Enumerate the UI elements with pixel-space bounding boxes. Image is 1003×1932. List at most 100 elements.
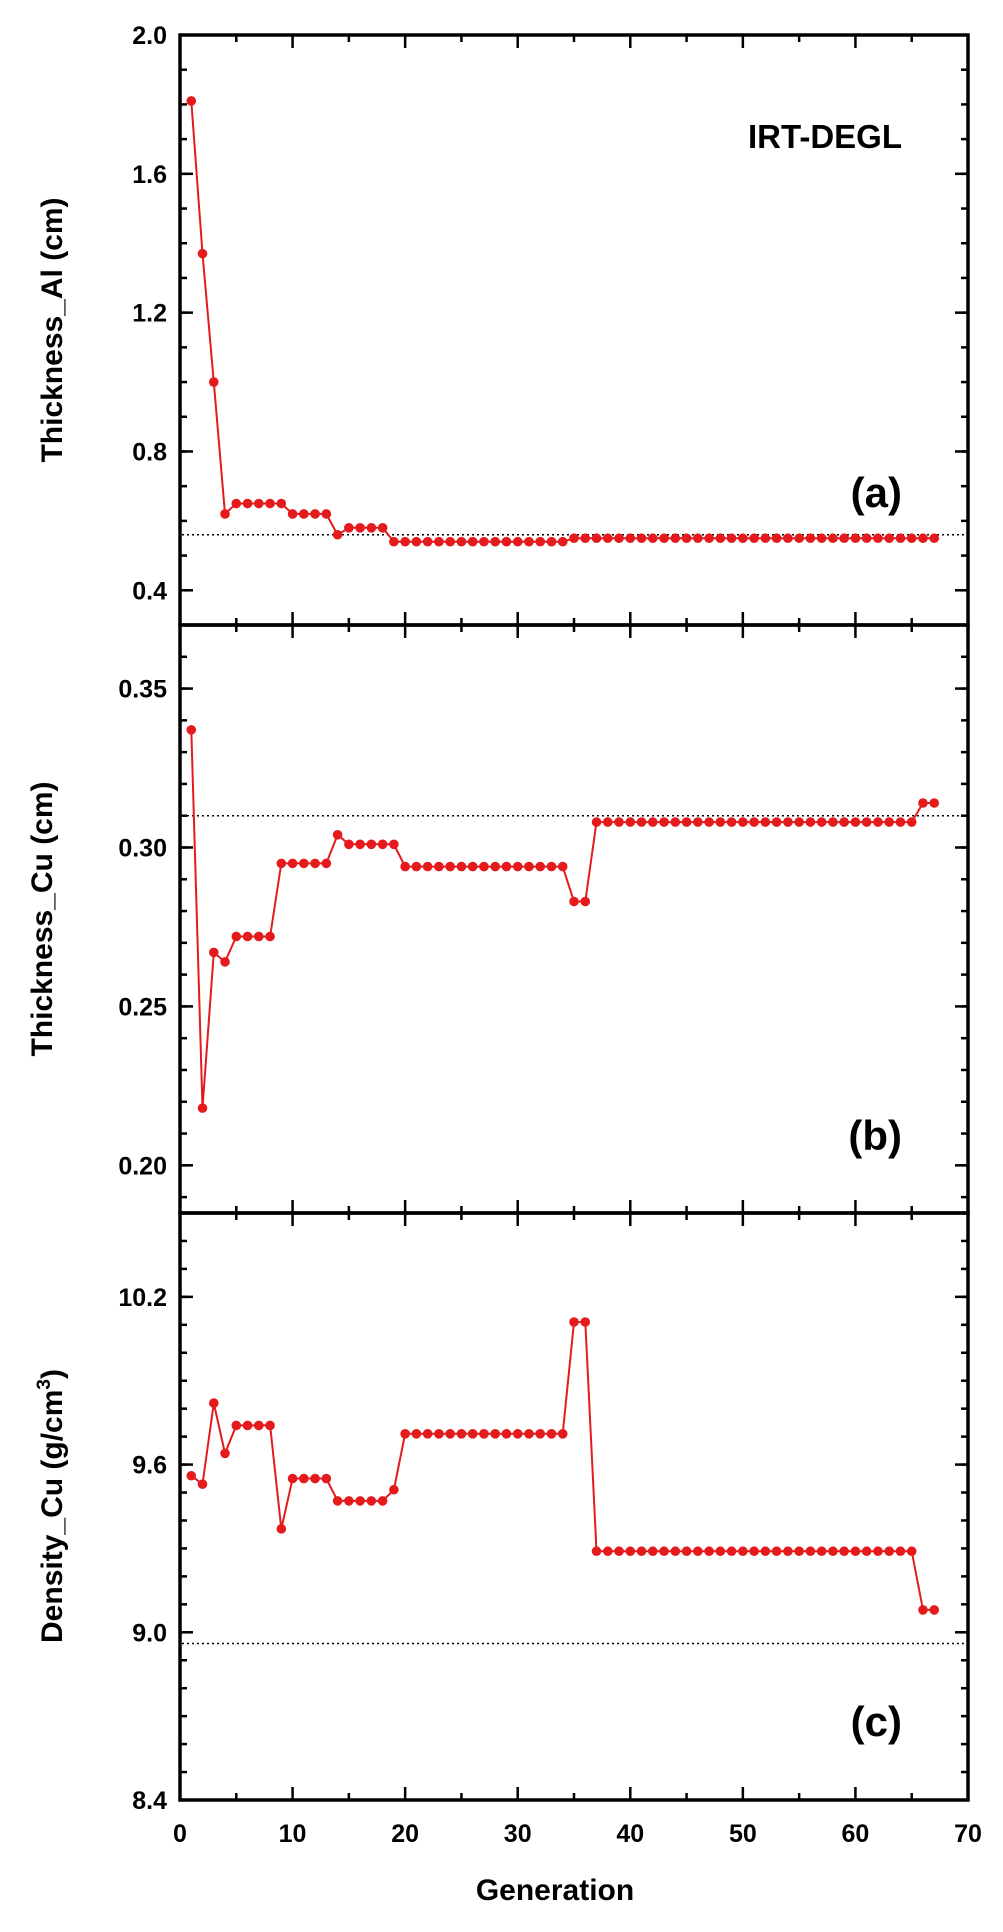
panel-a-markers [186, 96, 940, 547]
data-point [828, 817, 838, 827]
data-point [693, 817, 703, 827]
data-point [299, 1473, 309, 1484]
data-point [625, 1546, 636, 1557]
data-point [242, 498, 253, 509]
data-point [602, 533, 613, 544]
data-point [366, 839, 377, 850]
data-point [276, 498, 287, 509]
data-point [287, 858, 298, 869]
y-tick-label: 0.35 [118, 676, 167, 704]
data-point [569, 896, 579, 907]
data-point [771, 1546, 782, 1557]
data-point [884, 533, 894, 544]
data-point [614, 817, 624, 827]
data-point [828, 1546, 838, 1557]
data-point [569, 1317, 579, 1327]
data-point [512, 536, 523, 547]
data-point [580, 896, 591, 907]
data-point [569, 533, 579, 544]
panel-c-ticks [178, 1213, 970, 1802]
data-point [535, 1429, 546, 1439]
data-point [456, 861, 467, 872]
data-point [614, 1546, 624, 1557]
data-point [321, 858, 332, 869]
panel-b-markers [186, 725, 940, 1113]
data-point [366, 523, 377, 533]
data-point [805, 533, 816, 544]
data-point [208, 377, 219, 387]
data-point [321, 1473, 332, 1484]
data-point [693, 533, 703, 544]
data-point [501, 1429, 512, 1439]
data-point [253, 931, 264, 942]
data-point [591, 1546, 602, 1557]
data-point [828, 533, 838, 544]
data-point [434, 536, 444, 547]
data-point [355, 839, 365, 850]
data-point [659, 817, 669, 827]
data-point [467, 1429, 478, 1439]
panel-b-tag: (b) [848, 1112, 902, 1159]
data-point [197, 1479, 208, 1489]
data-point [715, 1546, 726, 1557]
data-point [760, 1546, 771, 1557]
y-tick-label: 9.6 [132, 1452, 167, 1480]
data-point [377, 523, 388, 533]
data-point [253, 1420, 264, 1431]
y-tick-label: 0.25 [118, 993, 167, 1021]
data-point [186, 1470, 197, 1481]
data-point [636, 1546, 647, 1557]
data-point [411, 536, 422, 547]
data-point [501, 536, 512, 547]
data-point [242, 931, 253, 942]
data-point [805, 1546, 816, 1557]
data-point [771, 817, 782, 827]
data-point [602, 1546, 613, 1557]
data-point [422, 861, 433, 872]
y-tick-label: 9.0 [132, 1619, 167, 1647]
data-point [906, 817, 917, 827]
data-point [434, 1429, 444, 1439]
data-point [591, 817, 602, 827]
data-point [299, 509, 309, 519]
data-point [366, 1496, 377, 1506]
data-point [220, 1448, 230, 1459]
data-point [231, 498, 242, 509]
panel-c-ytick-labels: 8.4 9.0 9.6 10.2 [118, 1284, 167, 1815]
data-point [253, 498, 264, 509]
data-point [389, 839, 399, 850]
data-point [918, 798, 928, 808]
panel-c-tag: (c) [851, 1698, 902, 1745]
data-point [546, 861, 557, 872]
data-point [816, 533, 827, 544]
data-point [456, 1429, 467, 1439]
data-point [512, 861, 523, 872]
y-tick-label: 0.30 [118, 834, 167, 862]
data-point [411, 1429, 422, 1439]
data-point [524, 861, 534, 872]
data-point [760, 533, 771, 544]
data-point [208, 947, 219, 958]
panel-a-ylabel: Thickness_Al (cm) [36, 197, 69, 462]
data-point [242, 1420, 253, 1431]
data-point [231, 1420, 242, 1431]
data-point [479, 1429, 489, 1439]
data-point [524, 1429, 534, 1439]
data-point [839, 1546, 849, 1557]
data-point [186, 96, 197, 106]
data-point [557, 1429, 568, 1439]
panel-b-ylabel: Thickness_Cu (cm) [26, 781, 59, 1056]
data-point [445, 861, 455, 872]
panel-a-ytick-labels: 0.4 0.8 1.2 1.6 2.0 [132, 22, 167, 605]
chart-title: IRT-DEGL [748, 118, 902, 155]
data-point [467, 536, 478, 547]
data-point [906, 1546, 917, 1557]
data-point [839, 817, 849, 827]
data-point [704, 817, 714, 827]
data-point [895, 1546, 906, 1557]
x-tick-label: 20 [391, 1820, 419, 1848]
data-point [557, 861, 568, 872]
data-point [456, 536, 467, 547]
data-point [400, 1429, 410, 1439]
x-tick-label: 70 [954, 1820, 982, 1848]
